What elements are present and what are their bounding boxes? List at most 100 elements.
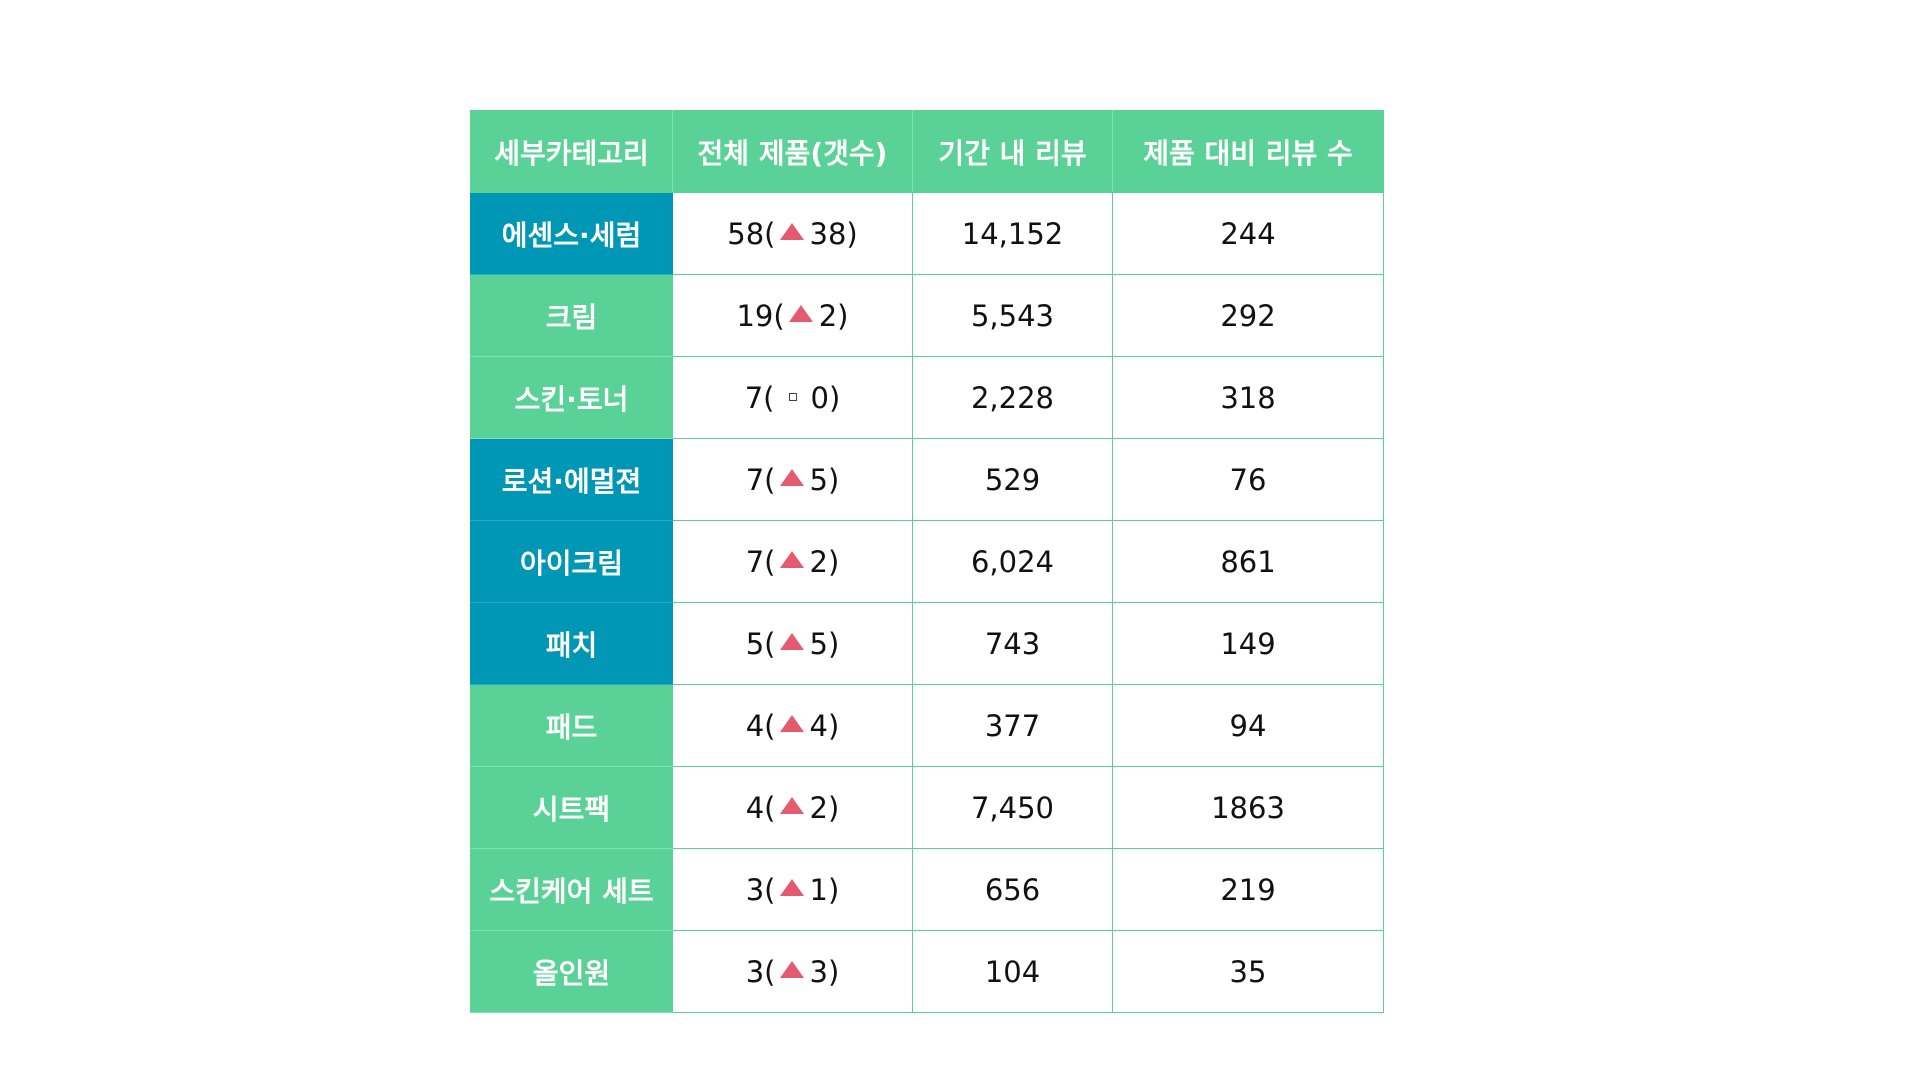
category-review-table-container: 세부카테고리 전체 제품(갯수) 기간 내 리뷰 제품 대비 리뷰 수 에센스·… [470,110,1384,1013]
category-cell: 에센스·세럼 [470,192,673,275]
total-products-cell: 58(38) [672,192,913,275]
total-count: 3 [745,954,765,989]
change-count: 38 [809,216,847,251]
category-cell: 패드 [470,684,673,767]
open-paren: ( [764,708,776,743]
change-count: 2 [809,790,828,825]
open-paren: ( [763,380,775,415]
total-count: 19 [736,298,774,333]
table-row: 패드 4(4) 377 94 [470,684,1384,767]
category-cell: 크림 [470,274,673,357]
category-cell: 스킨케어 세트 [470,848,673,931]
reviews-per-product-cell: 318 [1112,356,1384,439]
reviews-per-product-cell: 94 [1112,684,1384,767]
total-count: 4 [745,708,765,743]
table-header-row: 세부카테고리 전체 제품(갯수) 기간 내 리뷰 제품 대비 리뷰 수 [470,110,1384,193]
total-products-cell: 7(2) [672,520,913,603]
close-paren: ) [837,298,849,333]
reviews-per-product-cell: 76 [1112,438,1384,521]
close-paren: ) [827,790,840,825]
total-count: 7 [745,462,765,497]
table-row: 올인원 3(3) 104 35 [470,930,1384,1013]
total-count: 4 [745,790,765,825]
close-paren: ) [828,380,841,415]
triangle-up-icon [779,796,804,814]
total-count: 3 [745,872,765,907]
table-row: 로션·에멀젼 7(5) 529 76 [470,438,1384,521]
open-paren: ( [764,216,776,251]
open-paren: ( [764,626,776,661]
change-count: 5 [809,462,828,497]
category-cell: 시트팩 [470,766,673,849]
total-products-cell: 3(1) [672,848,913,931]
total-products-cell: 7(5) [672,438,913,521]
close-paren: ) [827,462,840,497]
triangle-up-icon [779,468,804,486]
close-paren: ) [827,708,840,743]
open-paren: ( [764,544,776,579]
table-row: 시트팩 4(2) 7,450 1863 [470,766,1384,849]
triangle-up-icon [788,304,813,322]
period-reviews-cell: 104 [912,930,1113,1013]
total-count: 7 [745,544,765,579]
header-subcategory: 세부카테고리 [470,110,673,193]
total-products-cell: 19(2) [672,274,913,357]
table-row: 스킨·토너 7(0) 2,228 318 [470,356,1384,439]
table-row: 에센스·세럼 58(38) 14,152 244 [470,192,1384,275]
change-count: 3 [809,954,828,989]
change-count: 0 [810,380,829,415]
open-paren: ( [764,790,776,825]
category-cell: 올인원 [470,930,673,1013]
period-reviews-cell: 5,543 [912,274,1113,357]
header-total-products: 전체 제품(갯수) [672,110,913,193]
change-count: 1 [809,872,828,907]
table-body: 에센스·세럼 58(38) 14,152 244 크림 19(2) 5,543 292 스킨·토… [470,192,1384,1013]
period-reviews-cell: 14,152 [912,192,1113,275]
period-reviews-cell: 377 [912,684,1113,767]
reviews-per-product-cell: 219 [1112,848,1384,931]
triangle-up-icon [779,960,804,978]
category-cell: 스킨·토너 [470,356,673,439]
period-reviews-cell: 529 [912,438,1113,521]
reviews-per-product-cell: 861 [1112,520,1384,603]
triangle-up-icon [779,222,804,240]
change-count: 5 [809,626,828,661]
close-paren: ) [827,872,840,907]
open-paren: ( [764,462,776,497]
close-paren: ) [827,626,840,661]
total-products-cell: 7(0) [672,356,913,439]
period-reviews-cell: 656 [912,848,1113,931]
close-paren: ) [846,216,858,251]
header-reviews-per-product: 제품 대비 리뷰 수 [1112,110,1384,193]
header-period-reviews: 기간 내 리뷰 [912,110,1113,193]
period-reviews-cell: 2,228 [912,356,1113,439]
table-row: 아이크림 7(2) 6,024 861 [470,520,1384,603]
open-paren: ( [764,872,776,907]
total-count: 5 [745,626,765,661]
total-count: 7 [744,380,764,415]
period-reviews-cell: 743 [912,602,1113,685]
change-count: 2 [818,298,838,333]
triangle-up-icon [779,878,804,896]
category-cell: 아이크림 [470,520,673,603]
triangle-up-icon [779,550,804,568]
triangle-up-icon [779,632,804,650]
reviews-per-product-cell: 244 [1112,192,1384,275]
change-count: 4 [809,708,828,743]
reviews-per-product-cell: 1863 [1112,766,1384,849]
total-products-cell: 4(2) [672,766,913,849]
reviews-per-product-cell: 149 [1112,602,1384,685]
total-products-cell: 3(3) [672,930,913,1013]
table-row: 패치 5(5) 743 149 [470,602,1384,685]
total-count: 58 [727,216,765,251]
period-reviews-cell: 6,024 [912,520,1113,603]
reviews-per-product-cell: 35 [1112,930,1384,1013]
table-row: 스킨케어 세트 3(1) 656 219 [470,848,1384,931]
category-cell: 로션·에멀젼 [470,438,673,521]
table-row: 크림 19(2) 5,543 292 [470,274,1384,357]
triangle-up-icon [779,714,804,732]
open-paren: ( [773,298,785,333]
open-paren: ( [764,954,776,989]
category-review-table: 세부카테고리 전체 제품(갯수) 기간 내 리뷰 제품 대비 리뷰 수 에센스·… [470,110,1384,1013]
close-paren: ) [827,544,840,579]
